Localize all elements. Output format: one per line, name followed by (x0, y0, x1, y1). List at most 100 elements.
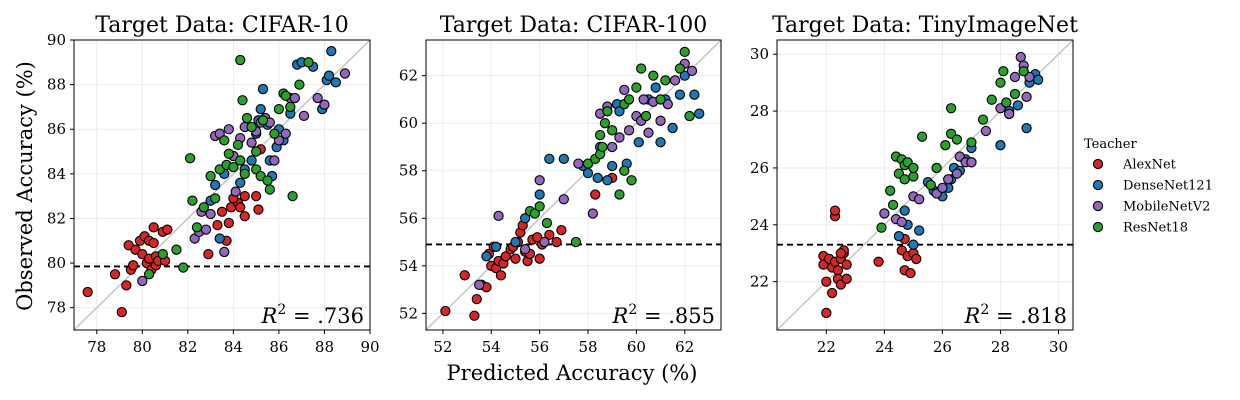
data-point-mobilenetv2 (1004, 108, 1015, 120)
data-point-densenet121 (558, 153, 569, 165)
data-point-alexnet (469, 310, 480, 321)
legend-marker (1092, 200, 1104, 212)
chart-title: Target Data: TinyImageNet (772, 13, 1078, 38)
data-point-resnet18 (241, 112, 253, 124)
plot-frame (776, 39, 1074, 331)
data-point-alexnet (544, 229, 555, 241)
data-point-resnet18 (876, 222, 887, 233)
chart-title: Target Data: CIFAR-10 (95, 13, 348, 38)
chart-title: Target Data: CIFAR-100 (440, 13, 707, 38)
data-point-mobilenetv2 (137, 275, 148, 287)
data-point-resnet18 (945, 103, 957, 114)
data-point-densenet121 (1012, 100, 1024, 111)
data-point-mobilenetv2 (539, 236, 550, 248)
y-tick-label: 62 (399, 67, 418, 85)
data-point-mobilenetv2 (319, 99, 330, 110)
x-tick-label: 62 (675, 338, 694, 356)
data-point-mobilenetv2 (519, 244, 531, 255)
data-point-resnet18 (925, 179, 936, 191)
x-tick-label: 78 (87, 338, 106, 356)
data-point-densenet121 (323, 70, 335, 81)
data-point-mobilenetv2 (339, 68, 351, 79)
data-point-densenet121 (519, 213, 531, 224)
data-point-alexnet (532, 232, 543, 243)
data-point-resnet18 (219, 135, 230, 146)
x-tick-label: 82 (178, 338, 197, 356)
data-point-resnet18 (251, 146, 262, 157)
data-point-resnet18 (223, 148, 234, 159)
legend-marker (1092, 179, 1104, 191)
data-point-resnet18 (966, 137, 977, 148)
data-point-alexnet (82, 286, 93, 298)
data-point-resnet18 (607, 125, 618, 136)
y-tick-label: 78 (47, 299, 66, 317)
data-point-resnet18 (294, 79, 305, 90)
data-point-resnet18 (599, 118, 611, 129)
data-point-resnet18 (232, 139, 244, 150)
data-point-resnet18 (655, 94, 666, 105)
data-point-mobilenetv2 (312, 92, 323, 104)
data-point-resnet18 (940, 140, 951, 151)
data-point-alexnet (534, 253, 545, 264)
legend-marker (1092, 158, 1104, 170)
data-point-mobilenetv2 (205, 208, 216, 220)
data-point-resnet18 (998, 66, 1009, 77)
data-point-densenet121 (481, 251, 492, 262)
legend-label: DenseNet121 (1123, 179, 1213, 194)
legend-title: Teacher (1084, 137, 1137, 152)
data-point-mobilenetv2 (200, 224, 212, 235)
x-tick-label: 56 (530, 338, 549, 356)
data-point-mobilenetv2 (219, 246, 230, 258)
data-point-resnet18 (674, 63, 686, 74)
data-point-densenet121 (893, 231, 905, 242)
data-point-resnet18 (210, 193, 221, 204)
data-point-alexnet (162, 224, 173, 235)
data-point-resnet18 (916, 131, 928, 142)
data-point-alexnet (109, 269, 121, 280)
data-point-resnet18 (178, 262, 189, 273)
data-point-densenet121 (235, 177, 246, 188)
x-tick-label: 30 (1049, 338, 1068, 356)
data-point-alexnet (459, 270, 470, 281)
x-tick-label: 54 (482, 338, 501, 356)
data-point-alexnet (873, 256, 884, 267)
data-point-resnet18 (636, 63, 647, 74)
data-point-alexnet (495, 270, 507, 281)
data-point-resnet18 (931, 162, 942, 174)
data-point-mobilenetv2 (1009, 71, 1021, 83)
data-point-densenet121 (490, 241, 502, 252)
data-point-alexnet (835, 248, 846, 259)
data-point-mobilenetv2 (534, 175, 545, 186)
x-tick-label: 90 (360, 338, 379, 356)
data-point-mobilenetv2 (558, 194, 569, 205)
data-point-alexnet (832, 265, 844, 276)
y-tick-label: 56 (399, 209, 418, 227)
data-point-resnet18 (237, 95, 248, 106)
data-point-resnet18 (157, 249, 168, 260)
legend-label: MobileNetV2 (1123, 200, 1210, 215)
data-point-alexnet (440, 305, 451, 317)
data-point-resnet18 (235, 54, 246, 66)
data-point-densenet121 (607, 160, 618, 172)
legend-label: AlexNet (1122, 158, 1177, 173)
data-point-resnet18 (191, 222, 203, 233)
data-point-mobilenetv2 (619, 84, 630, 96)
x-tick-label: 60 (627, 338, 646, 356)
data-point-densenet121 (246, 155, 257, 166)
x-tick-label: 26 (933, 338, 952, 356)
data-point-alexnet (253, 204, 264, 215)
data-point-densenet121 (602, 175, 613, 186)
data-point-alexnet (203, 249, 214, 260)
data-point-resnet18 (287, 191, 298, 202)
legend-marker (1092, 221, 1104, 233)
data-point-mobilenetv2 (223, 124, 234, 135)
data-point-resnet18 (887, 199, 899, 211)
data-point-densenet121 (614, 106, 625, 117)
data-point-resnet18 (648, 70, 659, 81)
data-point-mobilenetv2 (896, 216, 907, 228)
data-point-resnet18 (534, 201, 545, 212)
data-point-mobilenetv2 (662, 99, 673, 110)
x-tick-label: 80 (133, 338, 152, 356)
data-point-resnet18 (986, 94, 997, 105)
